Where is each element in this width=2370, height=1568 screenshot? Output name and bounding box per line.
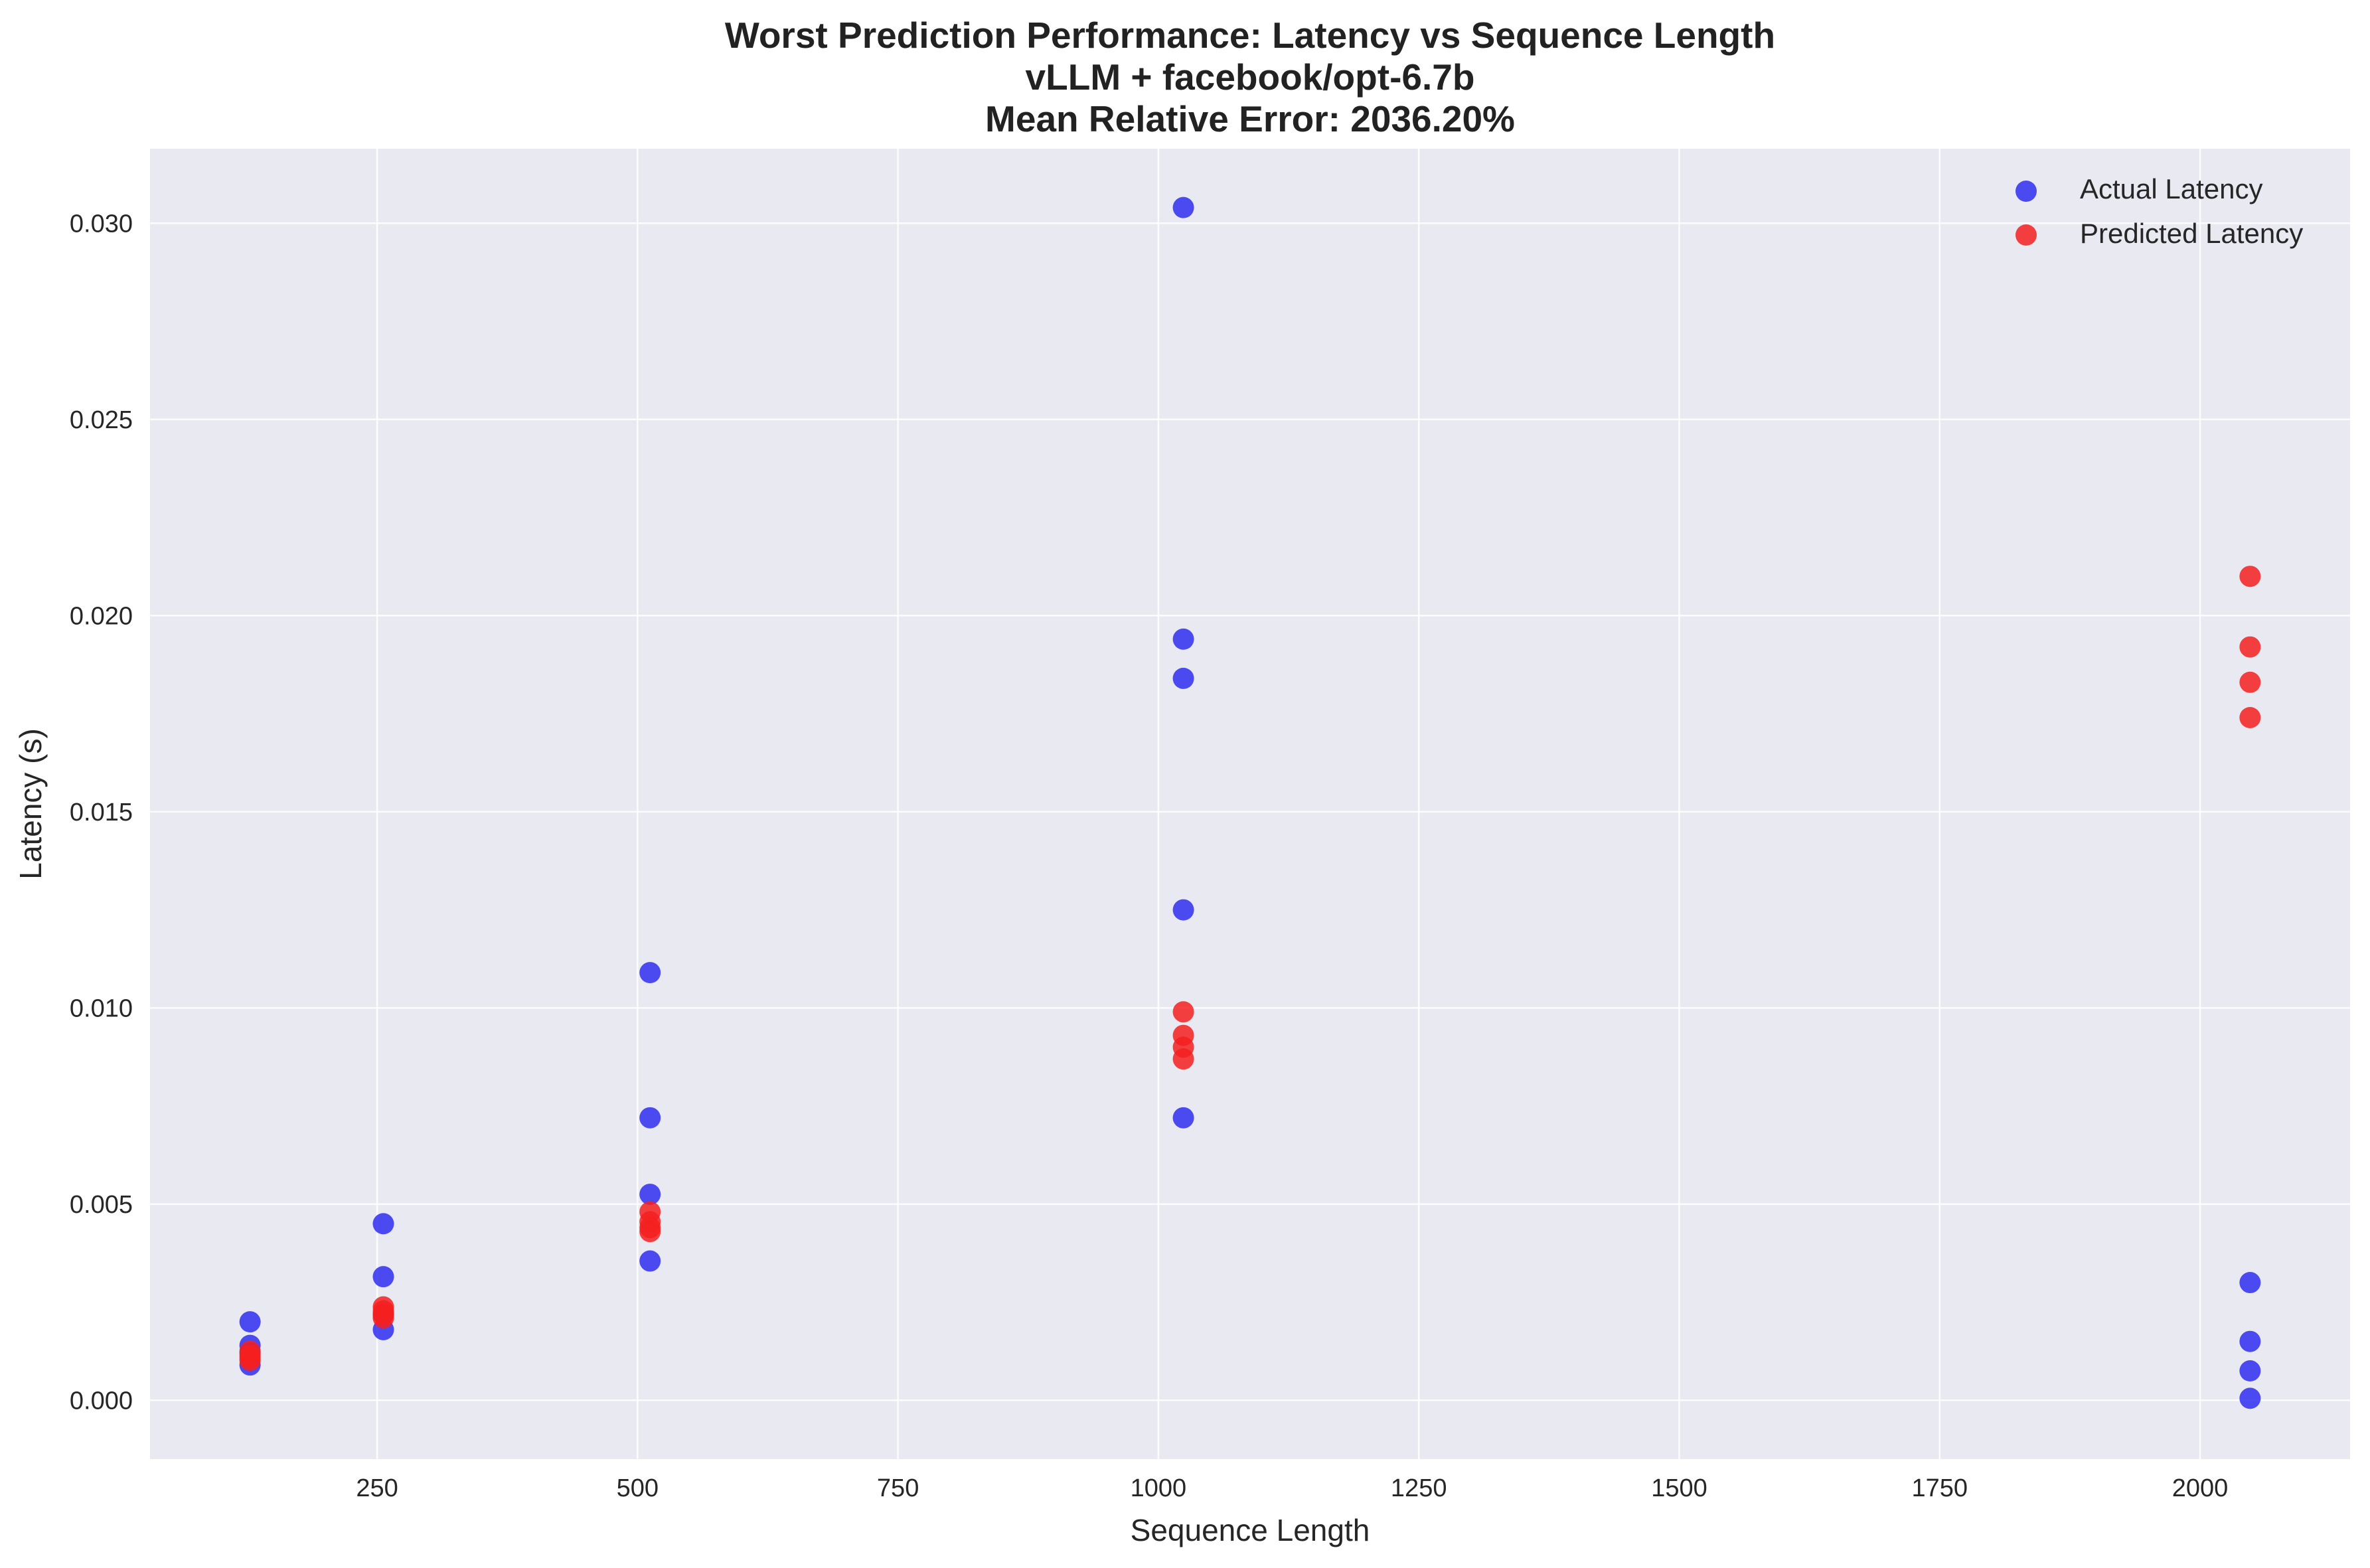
predicted-latency-point (639, 1221, 661, 1243)
legend-marker-predicted-latency (2015, 224, 2037, 246)
data-points (239, 196, 2261, 1409)
x-tick-label: 500 (617, 1474, 659, 1502)
y-tick-label: 0.000 (70, 1387, 133, 1415)
chart-title: Worst Prediction Performance: Latency vs… (725, 15, 1775, 139)
x-tick-label: 750 (877, 1474, 919, 1502)
predicted-latency-point (2239, 706, 2261, 728)
actual-latency-point (639, 1184, 661, 1206)
x-axis-label: Sequence Length (1131, 1513, 1370, 1547)
actual-latency-point (1172, 628, 1194, 650)
series-predicted-latency (239, 566, 2261, 1372)
y-tick-label: 0.030 (70, 210, 133, 238)
y-tick-label: 0.005 (70, 1191, 133, 1219)
predicted-latency-point (2239, 671, 2261, 693)
actual-latency-point (639, 1250, 661, 1272)
actual-latency-point (2239, 1272, 2261, 1294)
predicted-latency-point (2239, 566, 2261, 588)
legend: Actual Latency Predicted Latency (2015, 173, 2303, 249)
x-tick-label: 1500 (1651, 1474, 1707, 1502)
actual-latency-point (2239, 1387, 2261, 1409)
predicted-latency-point (1172, 1001, 1194, 1023)
actual-latency-point (1172, 899, 1194, 921)
actual-latency-point (1172, 1107, 1194, 1129)
y-tick-label: 0.010 (70, 994, 133, 1022)
x-tick-label: 1250 (1391, 1474, 1447, 1502)
chart-title-line-2: vLLM + facebook/opt-6.7b (1026, 56, 1475, 98)
plot-area (150, 149, 2350, 1459)
actual-latency-point (372, 1266, 394, 1288)
x-axis-ticks: 250 500 750 1000 1250 1500 1750 2000 (356, 1474, 2228, 1502)
actual-latency-point (639, 1107, 661, 1129)
y-tick-label: 0.020 (70, 602, 133, 630)
legend-marker-actual-latency (2015, 181, 2037, 202)
predicted-latency-point (372, 1307, 394, 1329)
actual-latency-point (1172, 196, 1194, 218)
actual-latency-point (239, 1311, 261, 1333)
actual-latency-point (372, 1213, 394, 1235)
actual-latency-point (2239, 1330, 2261, 1352)
x-tick-label: 1750 (1911, 1474, 1968, 1502)
predicted-latency-point (1172, 1048, 1194, 1070)
y-tick-label: 0.015 (70, 799, 133, 826)
x-tick-label: 1000 (1131, 1474, 1187, 1502)
y-axis-label: Latency (s) (13, 728, 48, 880)
predicted-latency-point (239, 1350, 261, 1372)
x-tick-label: 2000 (2172, 1474, 2229, 1502)
chart-title-line-3: Mean Relative Error: 2036.20% (985, 98, 1515, 139)
legend-label-predicted-latency: Predicted Latency (2080, 218, 2303, 249)
grid-lines (150, 149, 2350, 1459)
actual-latency-point (639, 962, 661, 984)
actual-latency-point (2239, 1360, 2261, 1382)
actual-latency-point (1172, 667, 1194, 689)
y-axis-ticks: 0.000 0.005 0.010 0.015 0.020 0.025 0.030 (70, 210, 133, 1415)
x-tick-label: 250 (356, 1474, 398, 1502)
chart-title-line-1: Worst Prediction Performance: Latency vs… (725, 15, 1775, 56)
y-tick-label: 0.025 (70, 406, 133, 434)
predicted-latency-point (2239, 636, 2261, 658)
legend-label-actual-latency: Actual Latency (2080, 173, 2263, 204)
